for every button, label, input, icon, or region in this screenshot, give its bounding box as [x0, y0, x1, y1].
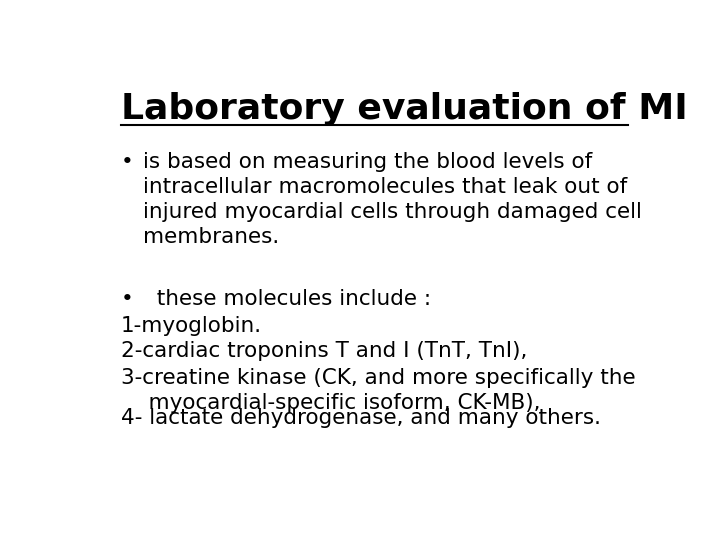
Text: Laboratory evaluation of MI: Laboratory evaluation of MI [121, 92, 688, 126]
Text: •: • [121, 152, 133, 172]
Text: •: • [121, 289, 133, 309]
Text: 3-creatine kinase (CK, and more specifically the
    myocardial-specific isoform: 3-creatine kinase (CK, and more specific… [121, 368, 635, 413]
Text: these molecules include :: these molecules include : [143, 289, 431, 309]
Text: 2-cardiac troponins T and I (TnT, TnI),: 2-cardiac troponins T and I (TnT, TnI), [121, 341, 527, 361]
Text: is based on measuring the blood levels of
intracellular macromolecules that leak: is based on measuring the blood levels o… [143, 152, 642, 247]
Text: 4- lactate dehydrogenase, and many others.: 4- lactate dehydrogenase, and many other… [121, 408, 600, 428]
Text: 1-myoglobin.: 1-myoglobin. [121, 316, 262, 336]
